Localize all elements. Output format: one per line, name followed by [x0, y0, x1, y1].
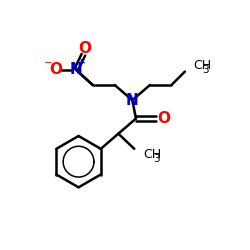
Text: CH: CH	[144, 148, 162, 161]
Text: 3: 3	[153, 154, 160, 164]
Text: +: +	[77, 58, 86, 68]
Text: CH: CH	[193, 59, 211, 72]
Text: N: N	[70, 62, 82, 78]
Text: O: O	[49, 62, 62, 78]
Text: O: O	[78, 41, 91, 56]
Text: O: O	[157, 111, 170, 126]
Text: N: N	[126, 93, 139, 108]
Text: 3: 3	[202, 65, 209, 75]
Text: −: −	[44, 58, 53, 68]
